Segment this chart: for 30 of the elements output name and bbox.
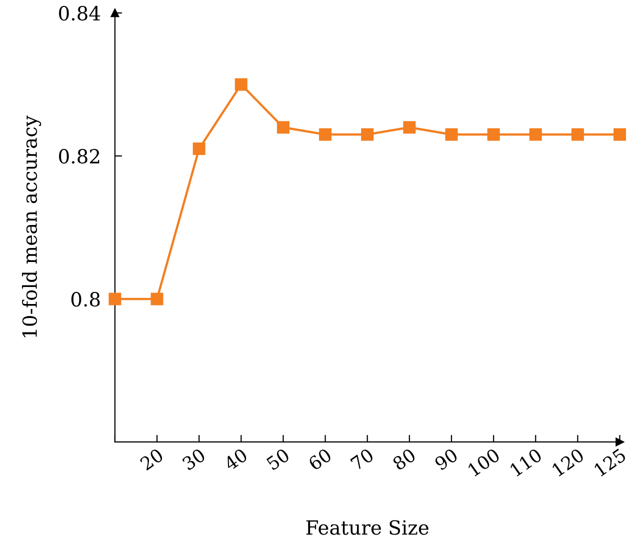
x-tick-label: 120	[551, 448, 585, 477]
point	[276, 121, 290, 134]
point	[487, 128, 500, 141]
y-tick-label: 0.8	[71, 292, 100, 307]
x-axis-title: Feature Size	[306, 520, 428, 535]
y-tick-label: 0.84	[59, 6, 100, 21]
point	[319, 128, 332, 141]
x-tick-label: 90	[434, 448, 459, 471]
y-tick-label: 0.82	[59, 148, 100, 164]
point	[571, 128, 584, 141]
point	[150, 292, 164, 306]
x-tick-label: 20	[139, 448, 164, 471]
x-tick-label: 125	[594, 448, 627, 477]
point	[192, 142, 206, 156]
y-axis-title: 10-fold mean accuracy	[22, 116, 42, 338]
x-tick-label: 110	[509, 448, 543, 477]
x-tick-label: 40	[222, 448, 248, 472]
point	[529, 128, 542, 141]
point	[108, 292, 122, 306]
x-tick-label: 70	[350, 448, 374, 471]
point	[234, 78, 248, 91]
x-tick-label: 50	[266, 448, 290, 471]
x-tick-label: 80	[392, 448, 416, 471]
point	[445, 128, 458, 141]
x-tick-label: 60	[308, 448, 332, 471]
point	[403, 121, 416, 134]
point	[361, 128, 374, 141]
x-tick-label: 100	[467, 448, 501, 477]
x-tick-label: 30	[182, 448, 206, 471]
point	[614, 128, 626, 141]
